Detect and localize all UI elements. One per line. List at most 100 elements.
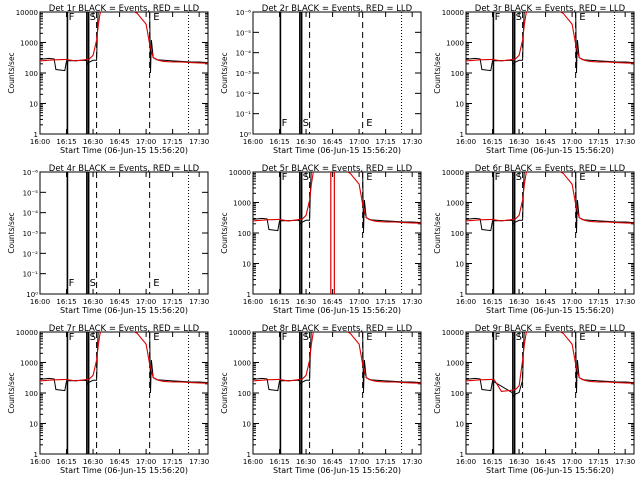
lld-line [40, 12, 208, 64]
lld-line [466, 12, 634, 64]
panel-det-7: Det 7r BLACK = Events, RED = LLD 16:00 16:… [7, 324, 209, 475]
y-tick-label: 10 [455, 101, 464, 109]
panel-title: Det 8r BLACK = Events, RED = LLD [262, 324, 413, 334]
lld-line [466, 332, 634, 392]
y-tick-label: 10000 [442, 9, 464, 17]
x-tick-label: 16:15 [56, 458, 76, 466]
x-tick-label: 16:15 [482, 298, 502, 306]
panel-det-2: Det 2r BLACK = Events, RED = LLD 16:00 16:… [220, 4, 422, 155]
x-tick-label: 16:30 [296, 458, 316, 466]
x-tick-label: 17:30 [615, 458, 635, 466]
marker-S: S [516, 172, 522, 183]
marker-S: S [90, 12, 96, 23]
y-tick-label: 10⁻³ [236, 70, 252, 78]
x-axis-label: Start Time (06-Jun-15 15:56:20) [486, 466, 614, 475]
y-axis-label: Counts/sec [220, 52, 229, 93]
x-tick-label: 16:30 [296, 298, 316, 306]
marker-E: E [366, 172, 372, 183]
marker-F: F [69, 12, 75, 23]
y-tick-label: 1 [247, 451, 251, 459]
marker-F: F [495, 12, 501, 23]
series-group [466, 172, 634, 234]
y-tick-label: 10000 [16, 329, 38, 337]
y-tick-label: 10 [455, 261, 464, 269]
marker-S: S [516, 332, 522, 343]
panel-det-6: Det 6r BLACK = Events, RED = LLD 16:00 16:… [433, 164, 635, 315]
x-axis-label: Start Time (06-Jun-15 15:56:20) [273, 466, 401, 475]
panel-title: Det 9r BLACK = Events, RED = LLD [475, 324, 626, 334]
panel-title: Det 5r BLACK = Events, RED = LLD [262, 164, 413, 174]
y-tick-label: 100 [451, 390, 464, 398]
y-tick-label: 100 [25, 390, 38, 398]
x-tick-label: 16:00 [30, 138, 50, 146]
x-tick-label: 17:00 [349, 298, 369, 306]
marker-F: F [282, 332, 288, 343]
panel-title: Det 3r BLACK = Events, RED = LLD [475, 4, 626, 14]
marker-E: E [579, 12, 585, 23]
x-tick-label: 16:15 [482, 458, 502, 466]
plot-frame [39, 331, 209, 455]
x-tick-label: 16:15 [269, 458, 289, 466]
y-tick-label: 10⁻⁵ [23, 189, 39, 197]
x-tick-label: 16:00 [456, 298, 476, 306]
series-group [253, 332, 421, 394]
marker-F: F [282, 118, 288, 129]
y-tick-label: 1000 [446, 40, 464, 48]
y-tick-label: 1 [460, 131, 464, 139]
x-tick-label: 16:00 [30, 298, 50, 306]
y-axis-label: Counts/sec [220, 372, 229, 413]
marker-F: F [495, 332, 501, 343]
x-tick-label: 17:30 [615, 138, 635, 146]
marker-E: E [153, 332, 159, 343]
y-tick-label: 10⁻⁶ [236, 9, 252, 17]
marker-E: E [153, 12, 159, 23]
x-tick-label: 17:00 [136, 138, 156, 146]
x-tick-label: 16:45 [535, 298, 555, 306]
x-tick-label: 16:45 [322, 138, 342, 146]
plot-frame [252, 11, 422, 135]
plot-frame [465, 171, 635, 295]
x-tick-label: 16:00 [30, 458, 50, 466]
x-axis-label: Start Time (06-Jun-15 15:56:20) [60, 306, 188, 315]
y-tick-label: 1 [460, 451, 464, 459]
x-axis-label: Start Time (06-Jun-15 15:56:20) [273, 146, 401, 155]
marker-E: E [366, 332, 372, 343]
panel-title: Det 2r BLACK = Events, RED = LLD [262, 4, 413, 14]
y-tick-label: 100 [25, 70, 38, 78]
x-tick-label: 16:00 [243, 458, 263, 466]
plot-frame [465, 11, 635, 135]
x-tick-label: 16:45 [535, 138, 555, 146]
y-tick-label: 10 [242, 261, 251, 269]
y-tick-label: 1 [460, 291, 464, 299]
y-tick-label: 10000 [229, 329, 251, 337]
x-axis-label: Start Time (06-Jun-15 15:56:20) [60, 146, 188, 155]
x-tick-label: 16:30 [509, 138, 529, 146]
y-axis-label: Counts/sec [433, 212, 442, 253]
y-tick-label: 10⁻¹ [23, 271, 39, 279]
events-line [253, 332, 421, 394]
y-tick-label: 100 [451, 230, 464, 238]
lld-line [466, 172, 634, 224]
x-tick-label: 16:45 [322, 298, 342, 306]
x-tick-label: 17:00 [349, 138, 369, 146]
x-tick-label: 17:15 [589, 138, 609, 146]
y-tick-label: 10⁰ [239, 131, 251, 139]
x-tick-label: 16:15 [482, 138, 502, 146]
marker-S: S [303, 332, 309, 343]
events-line [40, 332, 208, 394]
y-tick-label: 1 [247, 291, 251, 299]
x-tick-label: 17:30 [402, 458, 422, 466]
x-tick-label: 17:00 [349, 458, 369, 466]
y-tick-label: 1000 [20, 40, 38, 48]
y-tick-label: 1 [34, 451, 38, 459]
y-tick-label: 10⁻⁴ [236, 50, 252, 58]
marker-E: E [579, 172, 585, 183]
x-tick-label: 17:00 [562, 138, 582, 146]
marker-S: S [303, 172, 309, 183]
x-tick-label: 17:15 [589, 458, 609, 466]
y-tick-label: 10⁻⁶ [23, 169, 39, 177]
y-tick-label: 100 [238, 230, 251, 238]
x-tick-label: 16:00 [243, 138, 263, 146]
panel-title: Det 4r BLACK = Events, RED = LLD [49, 164, 200, 174]
x-tick-label: 17:15 [163, 458, 183, 466]
